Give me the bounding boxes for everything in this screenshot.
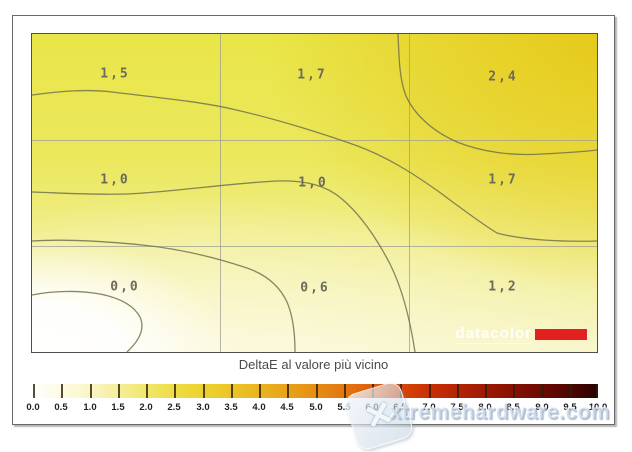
colorbar-tick-label: 2.0 <box>139 402 153 413</box>
colorbar-tick <box>570 384 572 398</box>
colorbar-tick-label: 7.5 <box>450 402 464 413</box>
grid-line-horizontal-1 <box>32 140 597 141</box>
colorbar-tick <box>118 384 120 398</box>
cell-value-r0c1: 1,7 <box>297 67 327 83</box>
cell-value-r2c0: 0,0 <box>110 279 140 295</box>
chart-caption: DeltaE al valore più vicino <box>238 357 389 372</box>
colorbar-tick-label: 8.0 <box>478 402 492 413</box>
colorbar-tick-label: 4.5 <box>280 402 294 413</box>
cell-value-r1c2: 1,7 <box>488 172 518 188</box>
colorbar-tick-label: 5.0 <box>309 402 323 413</box>
colorbar-tick <box>485 384 487 398</box>
watermark-text: xtremehardware.com <box>390 401 611 424</box>
colorbar-tick <box>203 384 205 398</box>
colorbar-tick <box>596 384 598 398</box>
contour-lines <box>32 34 597 352</box>
colorbar-tick-label: 5.5 <box>337 402 351 413</box>
colorbar-tick <box>542 384 544 398</box>
colorbar-tick <box>146 384 148 398</box>
colorbar-tick <box>90 384 92 398</box>
datacolor-logo: datacolor <box>455 325 587 344</box>
colorbar-tick <box>316 384 318 398</box>
colorbar-tick-label: 9.5 <box>563 402 577 413</box>
contour-path-white-region <box>32 290 143 352</box>
grid-line-vertical-2 <box>409 34 410 352</box>
colorbar-tick <box>231 384 233 398</box>
colorbar-tick <box>344 384 346 398</box>
cell-value-r1c0: 1,0 <box>100 172 130 188</box>
colorbar-tick-label: 10.0 <box>588 402 608 413</box>
colorbar-tick-label: 0.5 <box>54 402 68 413</box>
cell-value-r0c0: 1,5 <box>100 66 130 82</box>
colorbar-tick-label: 3.0 <box>196 402 210 413</box>
colorbar-tick-label: 1.0 <box>83 402 97 413</box>
colorbar-tick <box>61 384 63 398</box>
cell-value-r2c2: 1,2 <box>488 279 518 295</box>
colorbar-tick <box>513 384 515 398</box>
datacolor-logo-text: datacolor <box>455 325 532 344</box>
datacolor-logo-mark <box>535 329 587 340</box>
colorbar-tick-label: 7.0 <box>422 402 436 413</box>
colorbar-tick-label: 8.5 <box>506 402 520 413</box>
contour-path-upper <box>32 89 597 242</box>
colorbar-tick-label: 3.5 <box>224 402 238 413</box>
grid-line-horizontal-2 <box>32 246 597 247</box>
cell-value-r1c1: 1,0 <box>298 175 328 191</box>
colorbar-tick-label: 9.0 <box>535 402 549 413</box>
cell-value-r0c2: 2,4 <box>488 69 518 85</box>
colorbar-tick-label: 0.0 <box>26 402 40 413</box>
contour-path-middle <box>32 180 416 352</box>
colorbar-tick <box>174 384 176 398</box>
colorbar-tick-label: 2.5 <box>167 402 181 413</box>
deltae-contour-plot: 1,5 1,7 2,4 1,0 1,0 1,7 0,0 0,6 1,2 data… <box>31 33 598 353</box>
contour-path-lower <box>32 239 296 352</box>
contour-path-topright <box>397 34 597 156</box>
colorbar-tick-label: 4.0 <box>252 402 266 413</box>
colorbar-gradient <box>33 384 598 398</box>
colorbar-tick <box>429 384 431 398</box>
result-window-frame: 1,5 1,7 2,4 1,0 1,0 1,7 0,0 0,6 1,2 data… <box>12 15 615 425</box>
colorbar-tick <box>287 384 289 398</box>
colorbar-tick <box>33 384 35 398</box>
cell-value-r2c1: 0,6 <box>300 280 330 296</box>
colorbar-tick <box>259 384 261 398</box>
colorbar-tick <box>457 384 459 398</box>
grid-line-vertical-1 <box>220 34 221 352</box>
colorbar-tick-label: 1.5 <box>111 402 125 413</box>
